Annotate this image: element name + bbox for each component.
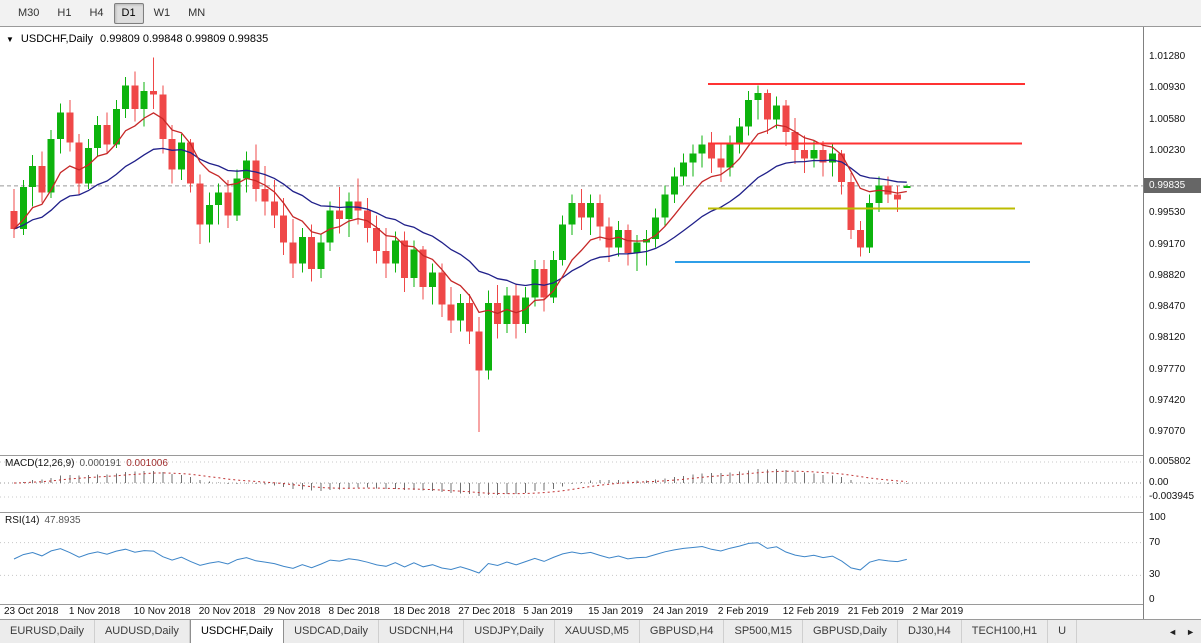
chart-tab-usdchf-daily[interactable]: USDCHF,Daily [189,620,285,643]
chart-tab-gbpusd-h4[interactable]: GBPUSD,H4 [640,620,725,643]
rsi-scale-label: 70 [1149,536,1161,548]
rsi-scale-label: 100 [1149,512,1166,523]
chart-tab-audusd-daily[interactable]: AUDUSD,Daily [95,620,190,643]
macd-indicator-panel[interactable] [0,456,1143,512]
price-scale-label: 1.00230 [1149,144,1186,156]
date-axis[interactable]: 23 Oct 2018 1 Nov 2018 10 Nov 2018 20 Nov 2… [0,605,1143,619]
timeframe-button-h4[interactable]: H4 [81,3,111,24]
date-label: 2 Feb 2019 [717,606,769,617]
date-label: 8 Dec 2018 [328,606,380,617]
date-label: 18 Dec 2018 [393,606,451,617]
price-scale-label: 0.98820 [1149,270,1186,282]
timeframe-button-mn[interactable]: MN [180,3,213,24]
collapse-triangle-icon[interactable]: ▼ [6,34,14,44]
chart-tab-xauusd-m5[interactable]: XAUUSD,M5 [555,620,640,643]
date-label: 12 Feb 2019 [782,606,839,617]
chart-tabs-bar: EURUSD,Daily AUDUSD,Daily USDCHF,Daily USDC… [0,619,1201,643]
price-scale-label: 0.99530 [1149,206,1186,218]
panel-separator[interactable] [0,455,1201,456]
date-label: 27 Dec 2018 [458,606,516,617]
moving-average-8 [13,112,907,315]
price-chart-panel[interactable] [0,27,1143,455]
rsi-scale-label: 0 [1149,594,1155,605]
rsi-indicator-panel[interactable] [0,513,1143,604]
tab-scroll-right-icon[interactable]: ► [1186,626,1195,637]
panel-separator [0,604,1201,605]
date-label: 15 Jan 2019 [588,606,644,617]
price-scale-label: 0.98470 [1149,301,1186,313]
timeframe-toolbar: M30 H1 H4 D1 W1 MN [0,0,1201,27]
date-label: 20 Nov 2018 [198,606,256,617]
tab-scroll-left-icon[interactable]: ◄ [1168,626,1178,637]
price-scale-label: 0.97420 [1149,394,1186,406]
date-label: 5 Jan 2019 [523,606,573,617]
timeframe-button-w1[interactable]: W1 [146,3,179,24]
date-label: 23 Oct 2018 [4,606,59,617]
chart-tab-tech100-h1[interactable]: TECH100,H1 [962,620,1049,643]
timeframe-button-m30[interactable]: M30 [10,3,47,24]
chart-tab-eurusd-daily[interactable]: EURUSD,Daily [0,620,95,643]
chart-tab-gbpusd-daily[interactable]: GBPUSD,Daily [803,620,898,643]
macd-histogram [22,469,908,496]
current-price-badge: 0.99835 [1144,177,1201,193]
macd-signal-line [13,470,907,495]
chart-tab-dj30-h4[interactable]: DJ30,H4 [898,620,962,643]
date-label: 21 Feb 2019 [847,606,904,617]
date-label: 24 Jan 2019 [653,606,709,617]
price-scale-label: 0.97070 [1149,425,1186,437]
macd-scale-label: 0.00 [1149,477,1169,488]
panel-separator[interactable] [0,512,1201,513]
date-label: 29 Nov 2018 [263,606,321,617]
chart-tab-sp500-m15[interactable]: SP500,M15 [724,620,803,643]
tab-scroll-arrows: ◄ ► [1160,620,1201,643]
moving-average-21 [13,147,907,287]
chart-tab-usdcnh-h4[interactable]: USDCNH,H4 [379,620,465,643]
date-label: 2 Mar 2019 [912,606,964,617]
price-scale-label: 0.97770 [1149,363,1186,375]
date-label: 1 Nov 2018 [68,606,121,617]
date-label: 10 Nov 2018 [133,606,191,617]
chart-tab-u[interactable]: U [1048,620,1078,643]
timeframe-button-h1[interactable]: H1 [49,3,79,24]
rsi-scale-label: 30 [1149,569,1161,581]
price-scale-label: 1.00930 [1149,82,1186,94]
price-scale-label: 0.99170 [1149,239,1186,250]
timeframe-button-d1[interactable]: D1 [113,2,144,24]
price-scale-label: 1.00580 [1149,113,1186,125]
chart-tab-usdjpy-daily[interactable]: USDJPY,Daily [464,620,555,643]
candles-group [10,57,911,432]
macd-scale-label: -0.003945 [1149,491,1195,502]
price-scale[interactable]: 1.01280 1.00930 1.00580 1.00230 0.99530 0.991… [1143,27,1201,619]
price-scale-label: 1.01280 [1149,51,1186,63]
chart-tab-usdcad-daily[interactable]: USDCAD,Daily [284,620,380,643]
macd-scale-label: 0.005802 [1149,456,1191,467]
price-scale-label: 0.98120 [1149,332,1186,344]
rsi-line [13,542,907,574]
